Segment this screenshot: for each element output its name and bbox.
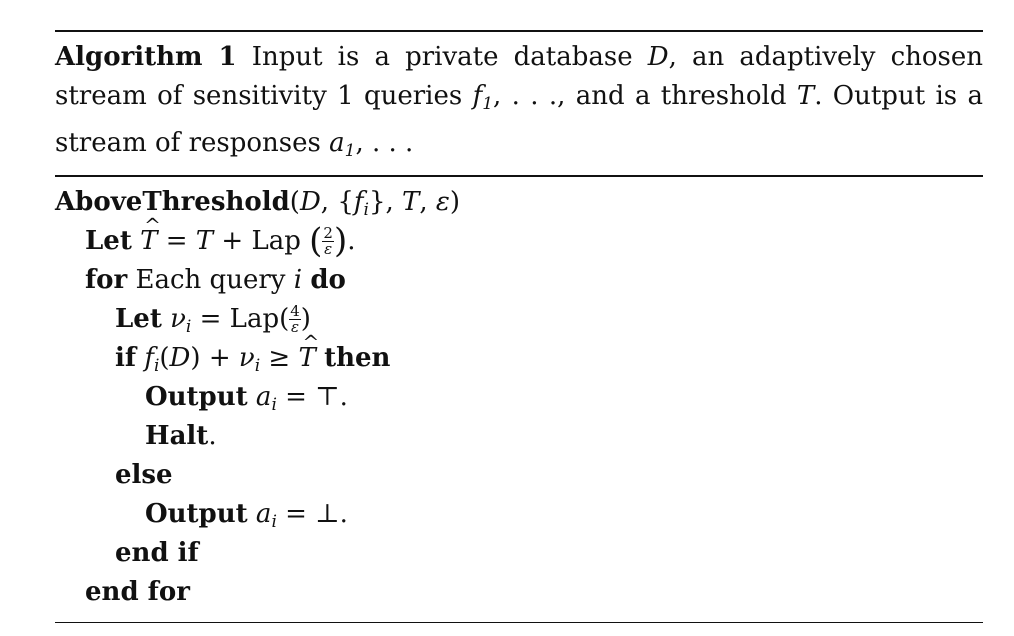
kw-end-for: end for <box>85 576 190 607</box>
kw-halt: Halt <box>145 420 209 451</box>
procedure-header: AboveThreshold(D, {fi}, T, ε) <box>55 183 983 222</box>
kw-for: for <box>85 264 128 295</box>
procedure-args: (D, {fi}, T, ε) <box>289 186 460 220</box>
caption-rule <box>55 175 983 177</box>
procedure-name: AboveThreshold <box>55 186 290 217</box>
expr-let-threshold: T = T + Lap (2ε). <box>140 206 355 261</box>
algorithm-caption: Algorithm 1 Input is a private database … <box>55 38 983 171</box>
algorithm-label: Algorithm 1 <box>55 42 237 72</box>
line-end-if: end if <box>55 534 983 573</box>
expr-for-loop: Each query i <box>135 264 303 295</box>
line-halt: Halt. <box>145 420 217 451</box>
bottom-rule <box>55 621 983 623</box>
top-rule <box>55 30 983 32</box>
kw-output: Output <box>145 381 248 412</box>
line-for-loop: for Each query i do <box>55 261 983 300</box>
expr-let-noise: νi = Lap(4 ε) <box>170 302 311 337</box>
expr-output-bottom: ai = ⊥. <box>255 498 348 532</box>
line-if: if fi(D) + νi ≥ T then <box>55 323 983 378</box>
line-else: else <box>55 456 983 495</box>
kw-do: do <box>310 264 346 295</box>
kw-let: Let <box>85 225 132 256</box>
kw-let-2: Let <box>115 303 162 334</box>
line-let-threshold: Let T = T + Lap (2ε). <box>55 206 983 261</box>
kw-end-if: end if <box>115 537 199 568</box>
algorithm-block: Algorithm 1 Input is a private database … <box>55 30 983 623</box>
expr-if-condition: fi(D) + νi ≥ T <box>144 323 319 376</box>
line-output-top: Output ai = ⊤. <box>55 378 983 417</box>
line-end-for: end for <box>55 573 983 612</box>
kw-output-2: Output <box>145 498 248 529</box>
line-let-noise: Let νi = Lap(4 ε) <box>55 300 983 339</box>
kw-then: then <box>324 342 391 373</box>
caption-text: Input is a private database D, an adapti… <box>55 42 984 161</box>
kw-else: else <box>115 459 173 490</box>
expr-output-top: ai = ⊤. <box>255 381 348 415</box>
line-output-bottom: Output ai = ⊥. <box>55 495 983 534</box>
kw-if: if <box>115 342 137 373</box>
